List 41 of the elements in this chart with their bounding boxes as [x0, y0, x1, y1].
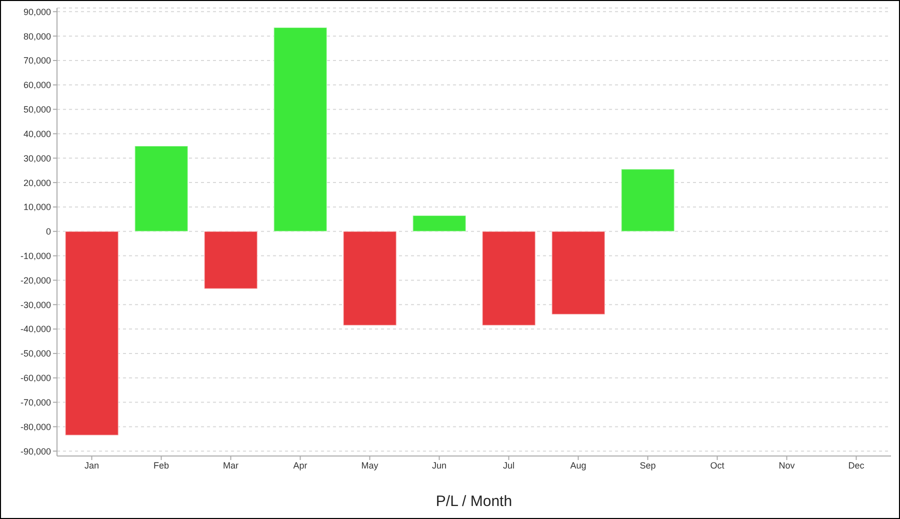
bar	[482, 230, 536, 326]
y-tick-label: -70,000	[20, 397, 51, 408]
bar	[551, 230, 606, 315]
bar	[412, 215, 466, 232]
bar	[134, 145, 188, 232]
y-tick-label: -40,000	[20, 324, 51, 334]
y-tick-label: 20,000	[23, 178, 51, 188]
y-tick-label: 0	[46, 226, 51, 237]
x-tick-label: May	[361, 460, 379, 470]
bar	[204, 230, 258, 290]
y-tick-label: -10,000	[20, 251, 51, 261]
x-tick-label: Feb	[153, 460, 170, 470]
x-tick-label: Oct	[710, 460, 725, 470]
bar	[273, 27, 328, 232]
y-tick-label: 50,000	[23, 104, 51, 115]
bar	[64, 230, 119, 436]
y-tick-label: 10,000	[23, 202, 51, 212]
x-tick-label: Sep	[640, 460, 656, 470]
y-tick-label: -50,000	[20, 348, 51, 359]
x-tick-label: Jan	[84, 460, 100, 470]
x-tick-label: Jul	[502, 460, 515, 470]
y-tick-label: -60,000	[20, 373, 51, 384]
x-tick-label: Aug	[570, 460, 586, 470]
y-tick-label: 90,000	[23, 6, 51, 17]
x-axis-title: P/L / Month	[436, 493, 512, 510]
bar	[620, 168, 675, 232]
x-tick-label: Mar	[223, 460, 238, 470]
x-tick-label: Apr	[293, 460, 308, 470]
y-tick-label: -80,000	[20, 422, 51, 432]
x-tick-label: Jun	[432, 460, 447, 470]
y-tick-label: -90,000	[20, 446, 51, 456]
x-tick-label: Dec	[848, 460, 865, 470]
x-tick-label: Nov	[778, 460, 796, 470]
y-tick-label: 60,000	[23, 80, 51, 90]
y-tick-label: 70,000	[23, 56, 51, 66]
y-tick-label: -30,000	[20, 300, 51, 310]
bar	[342, 230, 397, 326]
y-tick-label: 40,000	[23, 128, 51, 139]
y-tick-label: 80,000	[23, 31, 51, 42]
y-tick-label: -20,000	[20, 275, 51, 286]
y-tick-label: 30,000	[23, 153, 51, 164]
